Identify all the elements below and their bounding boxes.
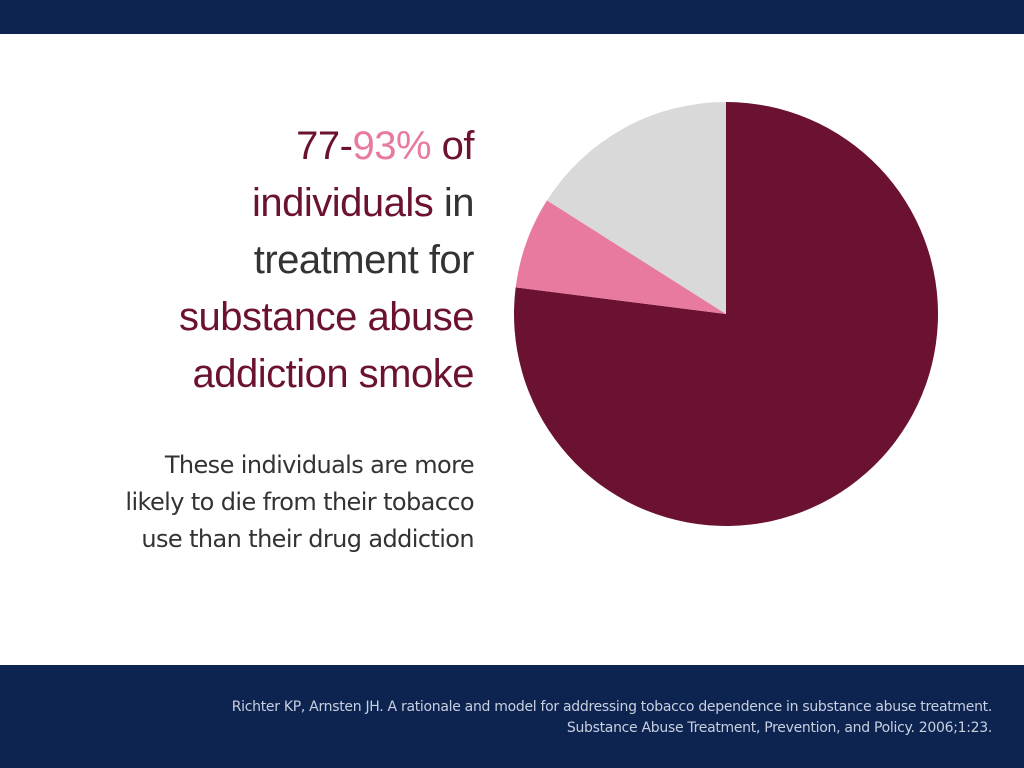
subtext-line-2: likely to die from their tobacco	[125, 488, 474, 516]
subtext: These individuals are more likely to die…	[60, 447, 474, 558]
headline-line-5: addiction smoke	[192, 352, 474, 396]
pie-slice-2	[515, 200, 726, 314]
headline: 77-93% of individuals in treatment for s…	[60, 118, 474, 403]
footer-banner	[0, 665, 1024, 768]
headline-range-start: 77-	[296, 124, 353, 168]
subtext-line-1: These individuals are more	[164, 451, 475, 479]
top-banner	[0, 0, 1024, 34]
headline-individuals: individuals	[251, 181, 434, 225]
headline-range-end: 93%	[352, 124, 432, 168]
headline-in: in	[433, 181, 475, 225]
pie-chart	[514, 102, 938, 526]
citation-line-1: Richter KP, Arnsten JH. A rationale and …	[231, 699, 993, 715]
headline-line-1: 77-93% of	[60, 118, 474, 175]
headline-line-3: treatment for	[253, 238, 475, 282]
citation: Richter KP, Arnsten JH. A rationale and …	[150, 697, 993, 739]
headline-line-4: substance abuse	[179, 295, 474, 339]
citation-line-2: Substance Abuse Treatment, Prevention, a…	[566, 720, 992, 736]
subtext-line-3: use than their drug addiction	[141, 525, 474, 553]
pie-slice-3	[547, 102, 726, 314]
headline-line-2: individuals in	[60, 175, 475, 232]
headline-of: of	[431, 124, 475, 168]
